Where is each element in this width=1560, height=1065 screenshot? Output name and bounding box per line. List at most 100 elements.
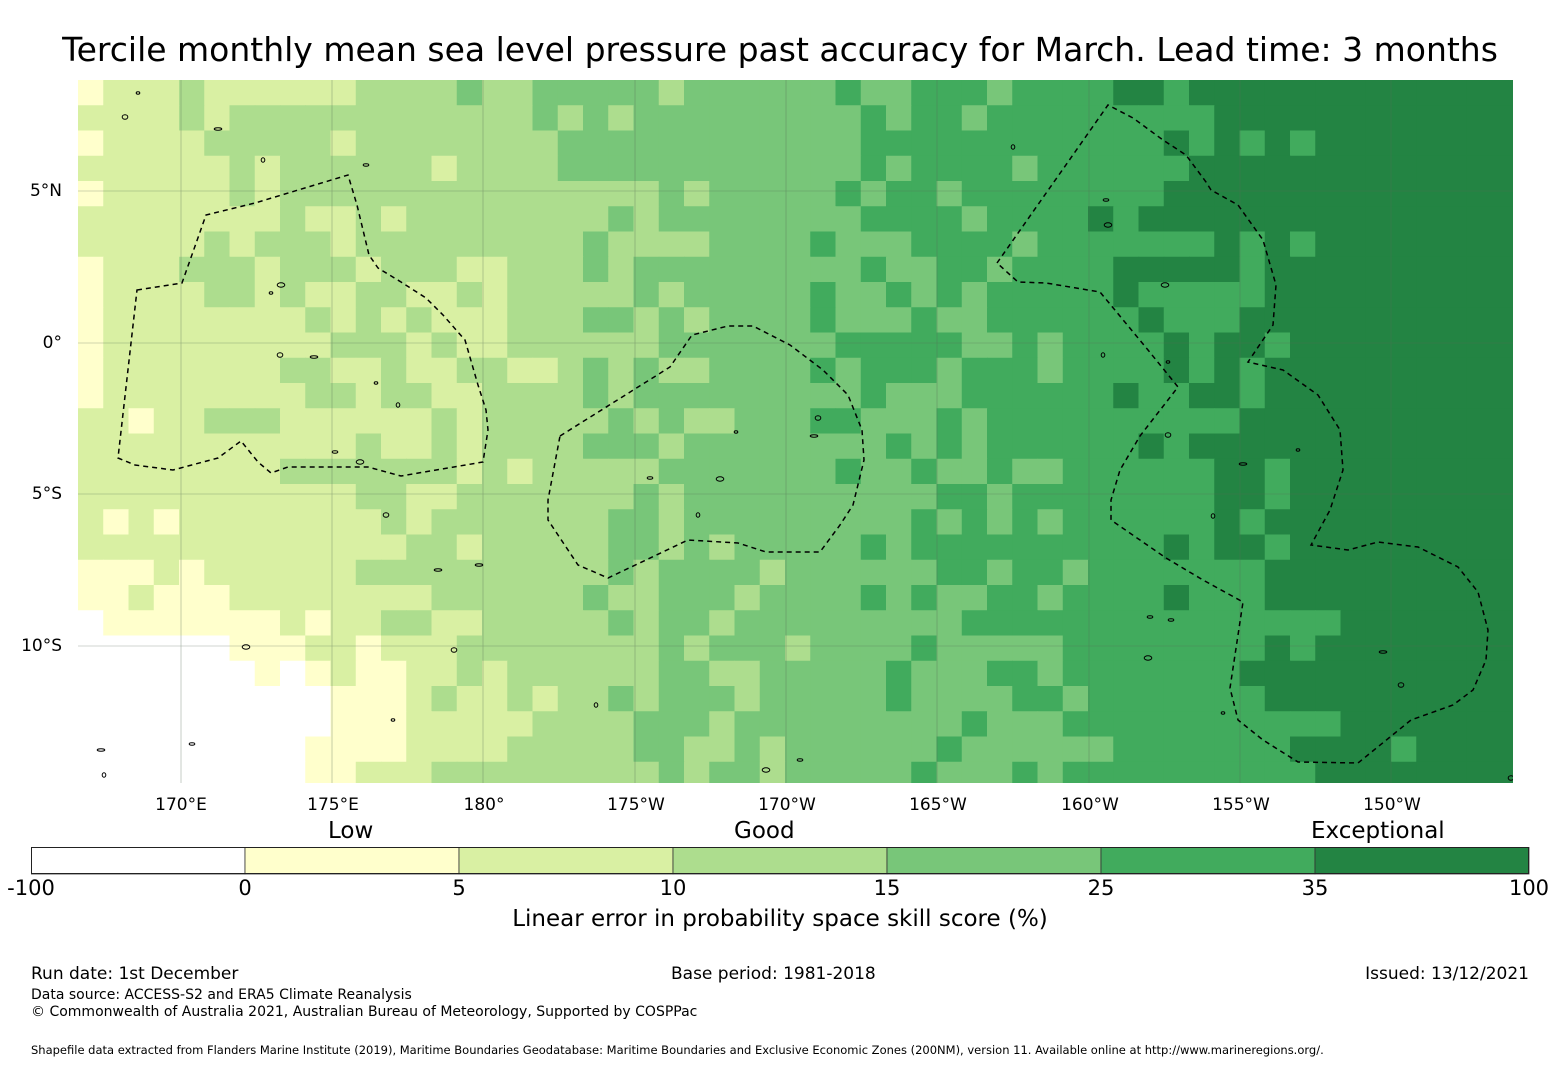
- skill-cell: [633, 433, 660, 460]
- skill-cell: [1037, 383, 1064, 409]
- skill-cell: [1264, 660, 1291, 687]
- skill-cell: [381, 686, 407, 712]
- skill-cell: [1264, 181, 1291, 207]
- skill-cell: [709, 686, 736, 712]
- copyright: © Commonwealth of Australia 2021, Austra…: [31, 1004, 698, 1020]
- skill-cell: [78, 660, 104, 687]
- skill-cell: [128, 660, 155, 687]
- skill-cell: [1290, 534, 1316, 561]
- skill-cell: [204, 408, 231, 435]
- skill-cell: [431, 559, 458, 586]
- skill-cell: [1315, 585, 1342, 611]
- skill-cell: [658, 206, 685, 233]
- skill-cell: [759, 307, 786, 334]
- skill-cell: [1290, 686, 1316, 712]
- skill-cell: [860, 256, 887, 283]
- skill-cell: [658, 155, 685, 182]
- skill-cell: [583, 610, 609, 637]
- skill-cell: [431, 80, 458, 106]
- skill-cell: [1239, 559, 1266, 586]
- skill-cell: [1290, 660, 1316, 687]
- skill-cell: [103, 559, 130, 586]
- skill-cell: [204, 761, 231, 783]
- skill-cell: [204, 80, 231, 106]
- skill-cell: [1340, 433, 1367, 460]
- skill-cell: [658, 130, 685, 157]
- skill-cell: [381, 559, 407, 586]
- skill-cell: [1315, 736, 1342, 763]
- colorbar-tick: 100: [1508, 876, 1550, 900]
- skill-cell: [1088, 686, 1114, 712]
- skill-cell: [431, 635, 458, 662]
- skill-cell: [78, 181, 104, 207]
- skill-cell: [1037, 105, 1064, 132]
- skill-cell: [759, 635, 786, 662]
- skill-cell: [860, 509, 887, 536]
- skill-cell: [1391, 635, 1417, 662]
- skill-cell: [1264, 155, 1291, 182]
- skill-cell: [658, 307, 685, 334]
- skill-cell: [583, 307, 609, 334]
- skill-cell: [482, 256, 508, 283]
- skill-cell: [987, 206, 1013, 233]
- skill-cell: [128, 761, 155, 783]
- skill-cell: [936, 509, 963, 536]
- skill-cell: [507, 711, 534, 738]
- skill-cell: [961, 559, 988, 586]
- skill-cell: [987, 307, 1013, 334]
- skill-cell: [633, 408, 660, 435]
- skill-cell: [1315, 610, 1342, 637]
- skill-cell: [1466, 332, 1493, 359]
- skill-cell: [1138, 458, 1165, 485]
- skill-cell: [684, 282, 710, 308]
- skill-cell: [1441, 357, 1468, 384]
- skill-cell: [128, 282, 155, 308]
- skill-cell: [684, 585, 710, 611]
- skill-cell: [557, 736, 584, 763]
- skill-cell: [1290, 610, 1316, 637]
- skill-cell: [1012, 80, 1039, 106]
- skill-cell: [936, 761, 963, 783]
- skill-cell: [103, 307, 130, 334]
- skill-cell: [608, 433, 635, 460]
- skill-cell: [330, 307, 357, 334]
- skill-cell: [482, 686, 508, 712]
- skill-cell: [431, 155, 458, 182]
- skill-cell: [961, 610, 988, 637]
- skill-cell: [835, 332, 862, 359]
- skill-cell: [759, 282, 786, 308]
- eez-boundary-west: [117, 174, 489, 477]
- skill-cell: [1088, 433, 1114, 460]
- skill-cell: [583, 282, 609, 308]
- skill-cell: [254, 761, 281, 783]
- skill-cell: [1340, 357, 1367, 384]
- skill-cell: [1113, 307, 1140, 334]
- skill-cell: [961, 686, 988, 712]
- skill-cell: [532, 559, 559, 586]
- skill-cell: [128, 332, 155, 359]
- island-outline: [1397, 682, 1405, 688]
- skill-cell: [532, 534, 559, 561]
- skill-cell: [759, 585, 786, 611]
- skill-cell: [179, 534, 205, 561]
- skill-cell: [229, 307, 256, 334]
- skill-cell: [911, 484, 938, 510]
- skill-cell: [1062, 635, 1089, 662]
- skill-cell: [633, 181, 660, 207]
- skill-cell: [1315, 433, 1342, 460]
- skill-cell: [1416, 282, 1443, 308]
- skill-cell: [1416, 357, 1443, 384]
- skill-cell: [153, 761, 180, 783]
- skill-cell: [153, 635, 180, 662]
- skill-cell: [759, 509, 786, 536]
- skill-cell: [557, 686, 584, 712]
- skill-cell: [381, 509, 407, 536]
- skill-cell: [583, 332, 609, 359]
- skill-cell: [557, 181, 584, 207]
- skill-cell: [305, 458, 332, 485]
- skill-cell: [1088, 559, 1114, 586]
- skill-cell: [1340, 635, 1367, 662]
- skill-cell: [936, 408, 963, 435]
- skill-cell: [1365, 155, 1392, 182]
- skill-cell: [153, 686, 180, 712]
